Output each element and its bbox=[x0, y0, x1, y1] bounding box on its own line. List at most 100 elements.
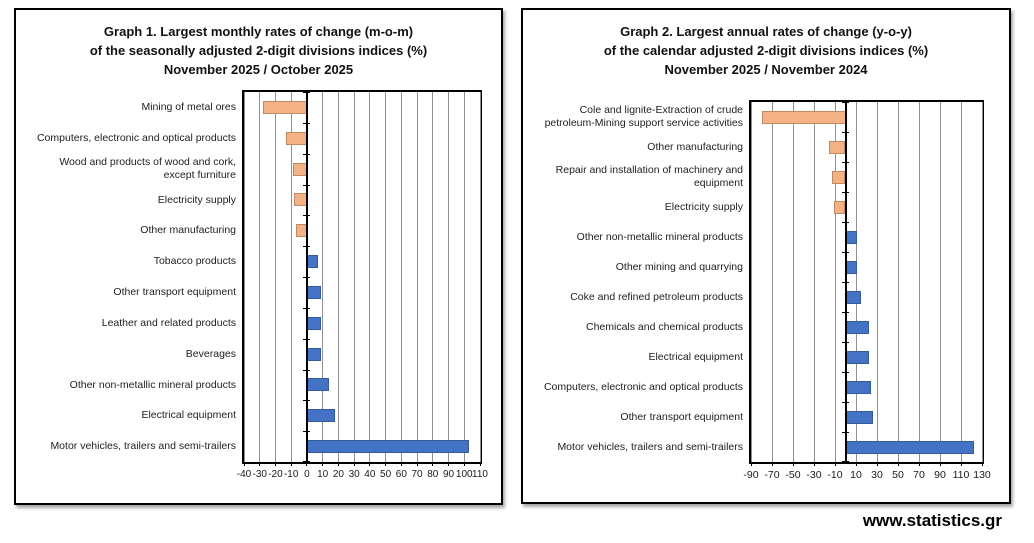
category-label: Coke and refined petroleum products bbox=[570, 290, 743, 303]
axis-tick bbox=[353, 462, 355, 466]
gridline bbox=[834, 102, 836, 462]
bar bbox=[306, 378, 329, 392]
category-label: Repair and installation of machinery and… bbox=[555, 164, 743, 189]
graph2-panel: Graph 2. Largest annual rates of change … bbox=[521, 8, 1011, 504]
category-axis-tick bbox=[842, 342, 849, 343]
axis-tick bbox=[771, 462, 773, 466]
axis-tick bbox=[432, 462, 434, 466]
category-label: Electrical equipment bbox=[648, 350, 743, 363]
axis-tick-label: -20 bbox=[268, 469, 283, 480]
category-label: Other transport equipment bbox=[113, 286, 236, 299]
bar bbox=[845, 350, 869, 364]
category-axis-tick bbox=[842, 252, 849, 253]
chart-title-line: Graph 1. Largest monthly rates of change… bbox=[103, 24, 414, 39]
chart-title-line: November 2025 / October 2025 bbox=[163, 62, 354, 77]
bar bbox=[262, 100, 307, 114]
bar bbox=[845, 380, 871, 394]
bar bbox=[306, 285, 322, 299]
gridline bbox=[981, 102, 983, 462]
gridline bbox=[385, 92, 387, 462]
category-axis-tick bbox=[303, 369, 311, 371]
axis-tick-label: -30 bbox=[806, 469, 822, 481]
axis-tick-label: -10 bbox=[827, 469, 843, 481]
statistics-link[interactable]: www.statistics.gr bbox=[862, 511, 1002, 530]
bar bbox=[845, 320, 869, 334]
gridline bbox=[274, 92, 276, 462]
gridline bbox=[918, 102, 920, 462]
category-axis-tick bbox=[842, 102, 849, 103]
category-label: Computers, electronic and optical produc… bbox=[543, 380, 743, 393]
axis-tick-label: 50 bbox=[892, 469, 904, 481]
category-label: Other manufacturing bbox=[140, 224, 236, 237]
chart-title-line: November 2025 / November 2024 bbox=[664, 62, 868, 77]
axis-tick-label: 40 bbox=[364, 469, 376, 480]
bar bbox=[306, 440, 469, 454]
axis-tick bbox=[290, 462, 292, 466]
gridline bbox=[960, 102, 962, 462]
category-axis-tick bbox=[303, 431, 311, 433]
category-label: Motor vehicles, trailers and semi-traile… bbox=[557, 440, 743, 453]
axis-tick bbox=[897, 462, 899, 466]
category-label: Cole and lignite-Extraction of crude pet… bbox=[544, 104, 743, 129]
category-axis-tick bbox=[842, 372, 849, 373]
category-axis-tick bbox=[842, 132, 849, 133]
category-label: Motor vehicles, trailers and semi-traile… bbox=[50, 440, 236, 453]
bar bbox=[761, 110, 846, 124]
axis-tick-label: -90 bbox=[743, 469, 759, 481]
bar bbox=[845, 410, 873, 424]
axis-tick bbox=[322, 462, 324, 466]
category-label: Other non-metallic mineral products bbox=[576, 230, 743, 243]
axis-tick bbox=[448, 462, 450, 466]
category-label: Electricity supply bbox=[664, 200, 743, 213]
gridline bbox=[750, 102, 752, 462]
category-axis-tick bbox=[303, 338, 311, 340]
gridline bbox=[813, 102, 815, 462]
category-label: Other non-metallic mineral products bbox=[69, 378, 236, 391]
category-axis-tick bbox=[303, 215, 311, 217]
gridline bbox=[243, 92, 245, 462]
axis-tick bbox=[385, 462, 387, 466]
axis-tick bbox=[981, 462, 983, 466]
chart-title-line: of the seasonally adjusted 2-digit divis… bbox=[89, 43, 428, 58]
category-axis-tick bbox=[303, 153, 311, 155]
category-axis-tick bbox=[303, 246, 311, 248]
axis-tick bbox=[369, 462, 371, 466]
bar bbox=[828, 140, 846, 154]
category-label: Other transport equipment bbox=[620, 410, 743, 423]
axis-tick-label: 30 bbox=[871, 469, 883, 481]
category-axis-tick bbox=[303, 400, 311, 402]
axis-tick-label: 0 bbox=[304, 469, 310, 480]
category-axis-tick bbox=[842, 432, 849, 433]
axis-tick bbox=[337, 462, 339, 466]
axis-tick bbox=[813, 462, 815, 466]
axis-tick bbox=[416, 462, 418, 466]
plot-area bbox=[242, 90, 482, 466]
axis-tick bbox=[876, 462, 878, 466]
axis-tick-label: 110 bbox=[952, 469, 970, 481]
gridline bbox=[479, 92, 481, 462]
category-label: Tobacco products bbox=[153, 255, 236, 268]
category-axis-tick bbox=[842, 402, 849, 403]
axis-tick bbox=[939, 462, 941, 466]
category-axis-tick bbox=[303, 92, 311, 93]
gridline bbox=[416, 92, 418, 462]
chart-title-line: Graph 2. Largest annual rates of change … bbox=[620, 24, 912, 39]
category-axis-tick bbox=[303, 122, 311, 124]
axis-tick-label: -40 bbox=[236, 469, 252, 480]
gridline bbox=[448, 92, 450, 462]
chart-title: Graph 2. Largest annual rates of change … bbox=[523, 22, 1009, 79]
axis-tick-label: 130 bbox=[973, 469, 991, 481]
axis-tick-label: -30 bbox=[252, 469, 267, 480]
category-axis-tick bbox=[842, 282, 849, 283]
axis-tick-label: 10 bbox=[850, 469, 862, 481]
bar bbox=[292, 162, 307, 176]
category-axis-tick bbox=[842, 461, 849, 462]
gridline bbox=[876, 102, 878, 462]
gridline bbox=[771, 102, 773, 462]
axis-tick bbox=[792, 462, 794, 466]
gridline bbox=[432, 92, 434, 462]
bar bbox=[306, 316, 322, 330]
bar bbox=[845, 290, 862, 304]
axis-tick bbox=[463, 462, 465, 466]
axis-tick bbox=[306, 462, 308, 466]
